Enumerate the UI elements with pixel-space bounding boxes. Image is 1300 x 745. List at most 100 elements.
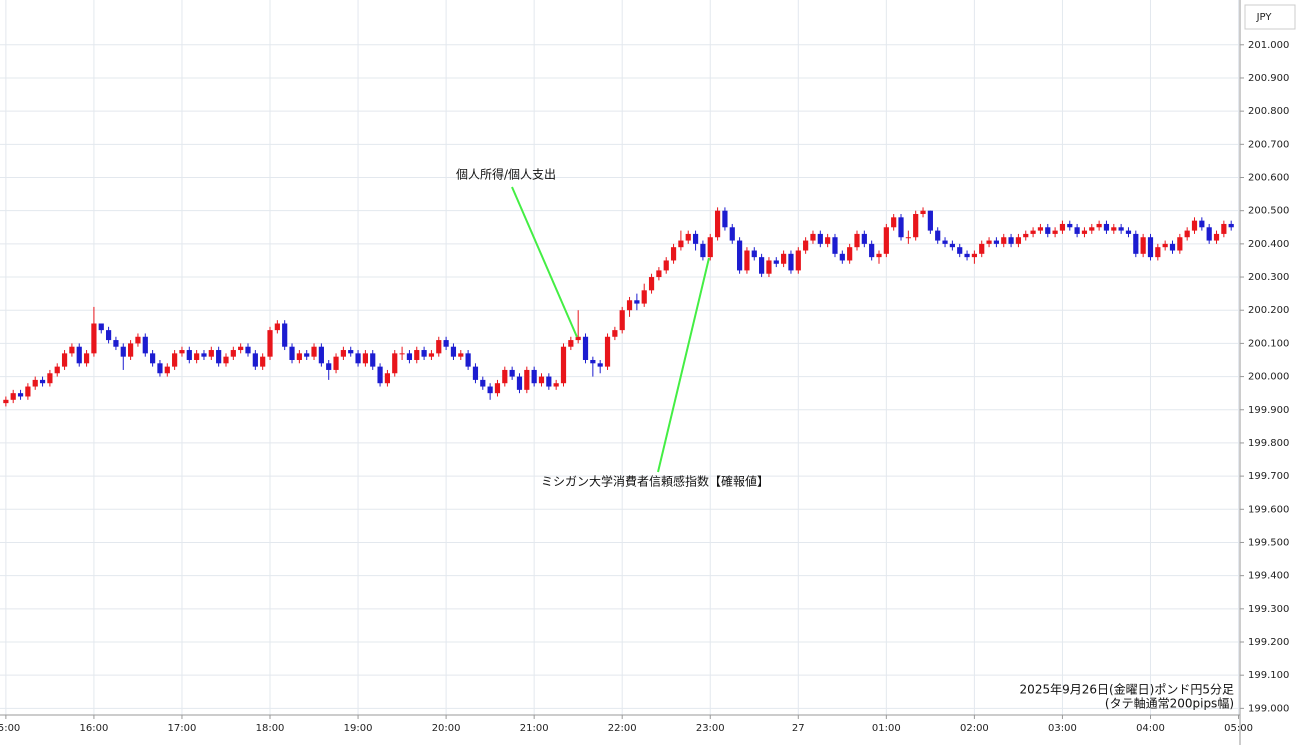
candle-body — [399, 353, 405, 355]
candle-body — [1059, 223, 1066, 231]
candle-body — [626, 300, 633, 311]
y-tick-label: 199.200 — [1248, 637, 1289, 648]
y-tick-label: 199.500 — [1248, 537, 1289, 548]
y-tick-label: 200.800 — [1248, 106, 1289, 117]
candle-body — [663, 260, 669, 271]
candle-body — [150, 353, 156, 364]
candle-body — [1030, 230, 1036, 234]
y-tick-label: 200.500 — [1248, 206, 1289, 217]
candle-body — [1096, 223, 1102, 228]
x-tick-label: 05:00 — [1224, 723, 1253, 734]
candle-body — [986, 240, 992, 244]
candle-body — [832, 237, 838, 254]
candle-body — [582, 336, 589, 360]
candle-body — [1155, 247, 1161, 258]
candle-body — [935, 230, 941, 241]
candle-body — [245, 346, 251, 354]
candle-body — [1089, 227, 1095, 231]
candle-body — [1045, 227, 1051, 234]
candle-body — [428, 353, 435, 357]
currency-box — [1244, 4, 1296, 30]
annotation: 個人所得/個人支出 — [456, 167, 556, 182]
candle-body — [560, 346, 567, 384]
y-tick-label: 201.000 — [1248, 40, 1289, 51]
candle-body — [781, 253, 787, 264]
candle-body — [1001, 237, 1007, 244]
candle-body — [392, 353, 398, 374]
candle-body — [766, 260, 772, 274]
x-tick-label: 21:00 — [520, 723, 549, 734]
candle-body — [157, 363, 163, 374]
candle-body — [700, 243, 706, 258]
candle-body — [370, 353, 376, 367]
candle-body — [1081, 230, 1088, 234]
candle-body — [722, 210, 728, 228]
candle-body — [230, 350, 236, 357]
candle-body — [458, 353, 464, 357]
candle-body — [480, 379, 486, 387]
candle-body — [707, 237, 713, 258]
candle-body — [443, 340, 449, 347]
candle-body — [208, 350, 214, 357]
candle-body — [91, 323, 97, 354]
candle-body — [105, 330, 112, 341]
y-tick-label: 199.100 — [1248, 670, 1289, 681]
candle-body — [634, 300, 640, 304]
candle-body — [817, 233, 823, 244]
candle-body — [3, 399, 9, 404]
candle-body — [905, 237, 911, 239]
candle-body — [348, 350, 354, 354]
candle-body — [384, 373, 391, 384]
candle-body — [201, 353, 207, 357]
footnote: (タテ軸通常200pips幅) — [1105, 696, 1234, 711]
candle-body — [32, 379, 38, 387]
candle-body — [1037, 227, 1044, 231]
candle-body — [876, 253, 882, 258]
candle-body — [795, 250, 801, 271]
candle-body — [516, 376, 523, 390]
candle-body — [135, 336, 141, 344]
candle-body — [194, 353, 200, 360]
candle-body — [472, 366, 479, 380]
candle-body — [282, 323, 288, 347]
candle-body — [61, 353, 68, 367]
annotation-pointer — [511, 186, 578, 338]
candle-body — [76, 346, 82, 364]
candle-body — [979, 243, 985, 254]
candle-body — [847, 247, 853, 261]
y-tick-label: 199.900 — [1248, 405, 1289, 416]
candle-body — [326, 363, 332, 370]
candle-body — [289, 346, 295, 360]
x-tick-label: 01:00 — [872, 723, 901, 734]
candle-body — [1111, 227, 1117, 231]
candle-body — [803, 240, 809, 251]
candle-body — [252, 353, 258, 367]
x-tick-label: 02:00 — [960, 723, 989, 734]
candle-body — [641, 290, 647, 304]
candle-body — [69, 346, 75, 354]
x-tick-label: 19:00 — [344, 723, 373, 734]
candle-body — [891, 217, 897, 228]
candles — [3, 207, 1234, 407]
candle-body — [751, 250, 757, 258]
candle-body — [223, 356, 229, 364]
candle-body — [421, 350, 427, 357]
candle-body — [854, 233, 860, 248]
candle-body — [1199, 220, 1205, 228]
x-tick-label: 20:00 — [432, 723, 461, 734]
candle-body — [736, 240, 743, 271]
candle-body — [414, 350, 420, 360]
candle-body — [1162, 243, 1168, 248]
candle-body — [494, 383, 501, 394]
candle-body — [1177, 237, 1183, 251]
candle-body — [1169, 243, 1176, 251]
candle-body — [839, 253, 845, 261]
x-tick-label: 17:00 — [168, 723, 197, 734]
x-tick-label: 23:00 — [696, 723, 725, 734]
candle-body — [98, 323, 104, 331]
candle-body — [590, 359, 596, 364]
candle-body — [957, 247, 963, 254]
x-tick-label: 03:00 — [1048, 723, 1077, 734]
candle-body — [1052, 230, 1058, 234]
